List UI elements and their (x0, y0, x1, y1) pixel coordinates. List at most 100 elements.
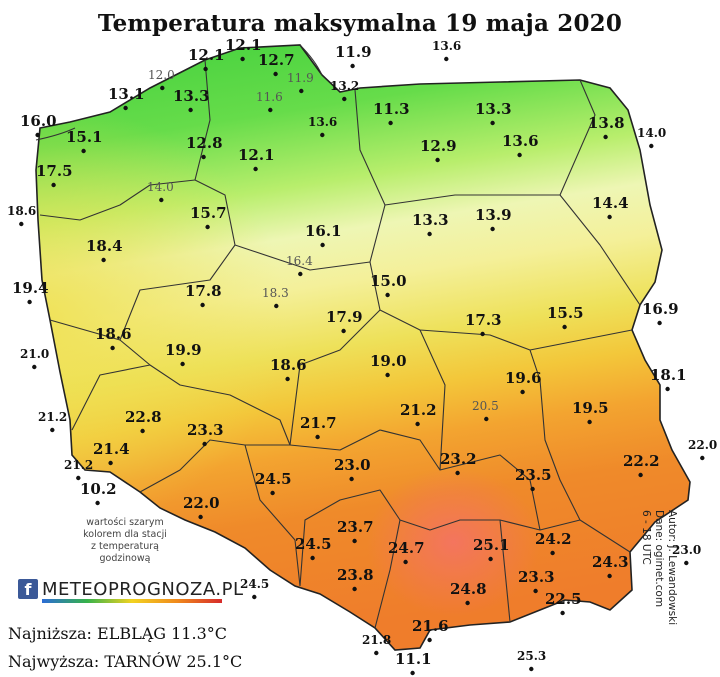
station-dot (435, 157, 440, 163)
station-value: 16.9 (642, 300, 679, 318)
station-2: 12.7 (258, 51, 295, 77)
station-38: 17.9 (326, 308, 363, 334)
station-dot (201, 154, 206, 160)
station-dot (273, 71, 278, 77)
station-value: 18.3 (262, 286, 289, 300)
station-value: 22.0 (183, 494, 220, 512)
station-value: 12.1 (238, 146, 275, 164)
station-dot (480, 331, 485, 337)
station-value: 19.4 (12, 279, 49, 297)
station-value: 14.0 (637, 126, 666, 140)
station-10: 11.6 (256, 90, 283, 113)
station-54: 22.0 (688, 438, 717, 461)
station-value: 24.7 (388, 539, 425, 557)
station-dot (320, 132, 325, 138)
max-temperature-line: Najwyższa: TARNÓW 25.1°C (8, 652, 243, 671)
station-value: 13.6 (432, 39, 461, 53)
station-value: 16.0 (20, 112, 57, 130)
station-53: 23.3 (187, 421, 224, 447)
station-dot (385, 292, 390, 298)
station-value: 21.8 (362, 633, 391, 647)
station-55: 21.4 (93, 440, 130, 466)
station-77: 21.8 (362, 633, 391, 656)
station-dot (202, 441, 207, 447)
station-value: 22.8 (125, 408, 162, 426)
station-dot (465, 600, 470, 606)
station-value: 12.0 (148, 68, 175, 82)
station-dot (385, 372, 390, 378)
station-dot (638, 472, 643, 478)
station-value: 24.5 (255, 470, 292, 488)
station-11: 11.3 (373, 100, 410, 126)
station-9: 13.3 (173, 87, 210, 113)
station-value: 12.9 (420, 137, 457, 155)
brand-color-bar (42, 599, 222, 603)
station-value: 20.5 (472, 399, 499, 413)
station-dot (533, 588, 538, 594)
station-value: 18.6 (7, 204, 36, 218)
station-61: 24.5 (255, 470, 292, 496)
station-69: 23.0 (672, 543, 701, 566)
facebook-icon[interactable]: f (18, 579, 38, 599)
station-16: 14.0 (637, 126, 666, 149)
station-dot (50, 427, 55, 433)
station-value: 11.9 (335, 43, 372, 61)
station-dot (320, 242, 325, 248)
note-line: wartości szarym (86, 517, 164, 528)
station-value: 21.7 (300, 414, 337, 432)
station-46: 19.6 (505, 369, 542, 395)
station-78: 11.1 (395, 650, 432, 676)
station-value: 19.0 (370, 352, 407, 370)
station-dot (240, 56, 245, 62)
station-value: 11.1 (395, 650, 432, 668)
station-50: 22.8 (125, 408, 162, 434)
station-value: 13.3 (173, 87, 210, 105)
station-dot (529, 666, 534, 672)
station-57: 22.2 (623, 452, 660, 478)
station-value: 19.5 (572, 399, 609, 417)
station-dot (484, 416, 489, 422)
station-dot (374, 650, 379, 656)
station-dot (198, 514, 203, 520)
station-29: 16.1 (305, 222, 342, 248)
station-value: 13.6 (308, 115, 337, 129)
station-value: 23.3 (518, 568, 555, 586)
station-dot (517, 152, 522, 158)
station-dot (180, 361, 185, 367)
station-dot (657, 320, 662, 326)
station-dot (603, 134, 608, 140)
station-67: 25.1 (473, 536, 510, 562)
station-73: 24.5 (240, 577, 269, 600)
station-23: 14.0 (147, 180, 174, 203)
station-dot (649, 143, 654, 149)
station-value: 23.8 (337, 566, 374, 584)
station-35: 18.3 (262, 286, 289, 309)
station-71: 23.8 (337, 566, 374, 592)
station-value: 24.5 (295, 535, 332, 553)
station-value: 24.2 (535, 530, 572, 548)
station-value: 23.5 (515, 466, 552, 484)
station-dot (388, 120, 393, 126)
station-value: 21.2 (400, 401, 437, 419)
station-45: 18.1 (650, 366, 687, 392)
station-value: 25.1 (473, 536, 510, 554)
station-value: 21.0 (20, 347, 49, 361)
station-value: 17.9 (326, 308, 363, 326)
note-line: z temperaturą (91, 541, 159, 552)
station-value: 13.2 (330, 79, 359, 93)
map-title: Temperatura maksymalna 19 maja 2020 (97, 10, 623, 37)
station-62: 10.2 (80, 480, 117, 506)
station-17: 15.1 (66, 128, 103, 154)
station-51: 21.2 (38, 410, 67, 433)
station-21: 12.1 (238, 146, 275, 172)
station-22: 17.5 (36, 162, 73, 188)
station-44: 18.6 (270, 356, 307, 382)
station-value: 19.6 (505, 369, 542, 387)
station-28: 13.9 (475, 206, 512, 232)
station-7: 13.2 (330, 79, 359, 102)
station-dot (205, 224, 210, 230)
station-value: 13.3 (412, 211, 449, 229)
station-3: 11.9 (335, 43, 372, 69)
station-value: 18.4 (86, 237, 123, 255)
